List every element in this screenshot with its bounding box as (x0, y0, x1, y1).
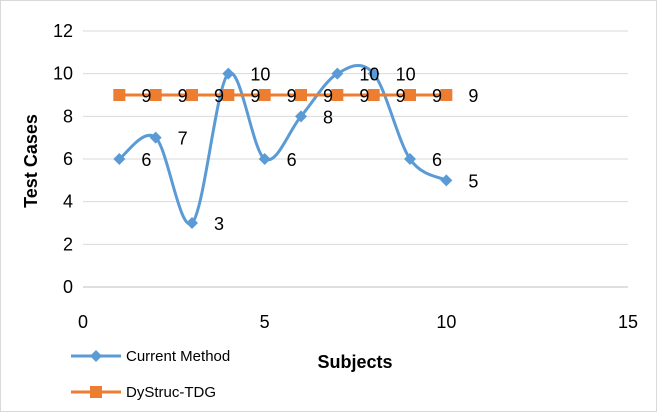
data-label: 9 (468, 86, 478, 106)
y-axis-title: Test Cases (21, 114, 41, 208)
legend-label: Current Method (126, 348, 230, 365)
axes: 0 2 4 6 8 10 12 0 5 10 15 (53, 21, 638, 332)
series-1 (113, 64, 453, 229)
data-label: 10 (396, 65, 416, 85)
data-point (149, 131, 162, 144)
data-point (186, 217, 198, 229)
data-label: 10 (359, 65, 379, 85)
data-label: 7 (178, 129, 188, 149)
data-point (295, 89, 307, 101)
data-label: 3 (214, 214, 224, 234)
legend-label: DyStruc-TDG (126, 384, 216, 401)
y-tick-label: 0 (63, 277, 73, 297)
data-labels: 6 7 3 10 6 8 10 10 6 5 9 9 9 9 9 9 9 9 9 9 (141, 65, 478, 234)
data-point (367, 89, 380, 101)
data-point (367, 67, 380, 80)
data-label: 6 (287, 150, 297, 170)
data-label: 9 (178, 86, 188, 106)
data-point (258, 153, 271, 165)
data-label: 9 (359, 86, 369, 106)
x-tick-label: 0 (78, 312, 88, 332)
data-point (331, 89, 344, 101)
x-tick-label: 5 (260, 312, 270, 332)
data-label: 9 (323, 86, 333, 106)
data-point (440, 174, 453, 187)
y-tick-label: 4 (63, 192, 73, 212)
data-label: 9 (287, 86, 297, 106)
data-point (113, 89, 126, 101)
data-label: 9 (250, 86, 260, 106)
data-label: 8 (323, 107, 333, 127)
legend-item: DyStruc-TDG (71, 384, 216, 401)
data-point (404, 89, 416, 101)
y-tick-label: 10 (53, 64, 73, 84)
data-point (222, 67, 235, 80)
y-tick-label: 12 (53, 21, 73, 41)
data-label: 9 (214, 86, 224, 106)
data-point (440, 89, 453, 101)
legend-swatch-marker (90, 350, 102, 362)
series-2 (113, 89, 453, 101)
data-point (404, 153, 416, 165)
legend-swatch-marker (90, 386, 102, 398)
gridlines (83, 30, 628, 288)
data-point (149, 89, 162, 101)
y-tick-label: 2 (63, 234, 73, 254)
data-label: 6 (141, 150, 151, 170)
x-tick-label: 10 (436, 312, 456, 332)
data-label: 9 (141, 86, 151, 106)
data-point (295, 110, 307, 123)
data-point (331, 67, 344, 80)
legend: Current Method DyStruc-TDG (71, 348, 230, 401)
data-point (258, 89, 271, 101)
legend-item: Current Method (71, 348, 230, 365)
data-label: 5 (468, 171, 478, 191)
data-label: 10 (250, 65, 270, 85)
x-axis-title: Subjects (317, 352, 392, 372)
data-label: 9 (432, 86, 442, 106)
data-label: 6 (432, 150, 442, 170)
data-point (186, 89, 198, 101)
data-label: 9 (396, 86, 406, 106)
x-tick-label: 15 (618, 312, 638, 332)
series-group (113, 64, 453, 229)
y-tick-label: 6 (63, 149, 73, 169)
y-tick-label: 8 (63, 106, 73, 126)
data-point (113, 153, 126, 165)
data-point (222, 89, 235, 101)
